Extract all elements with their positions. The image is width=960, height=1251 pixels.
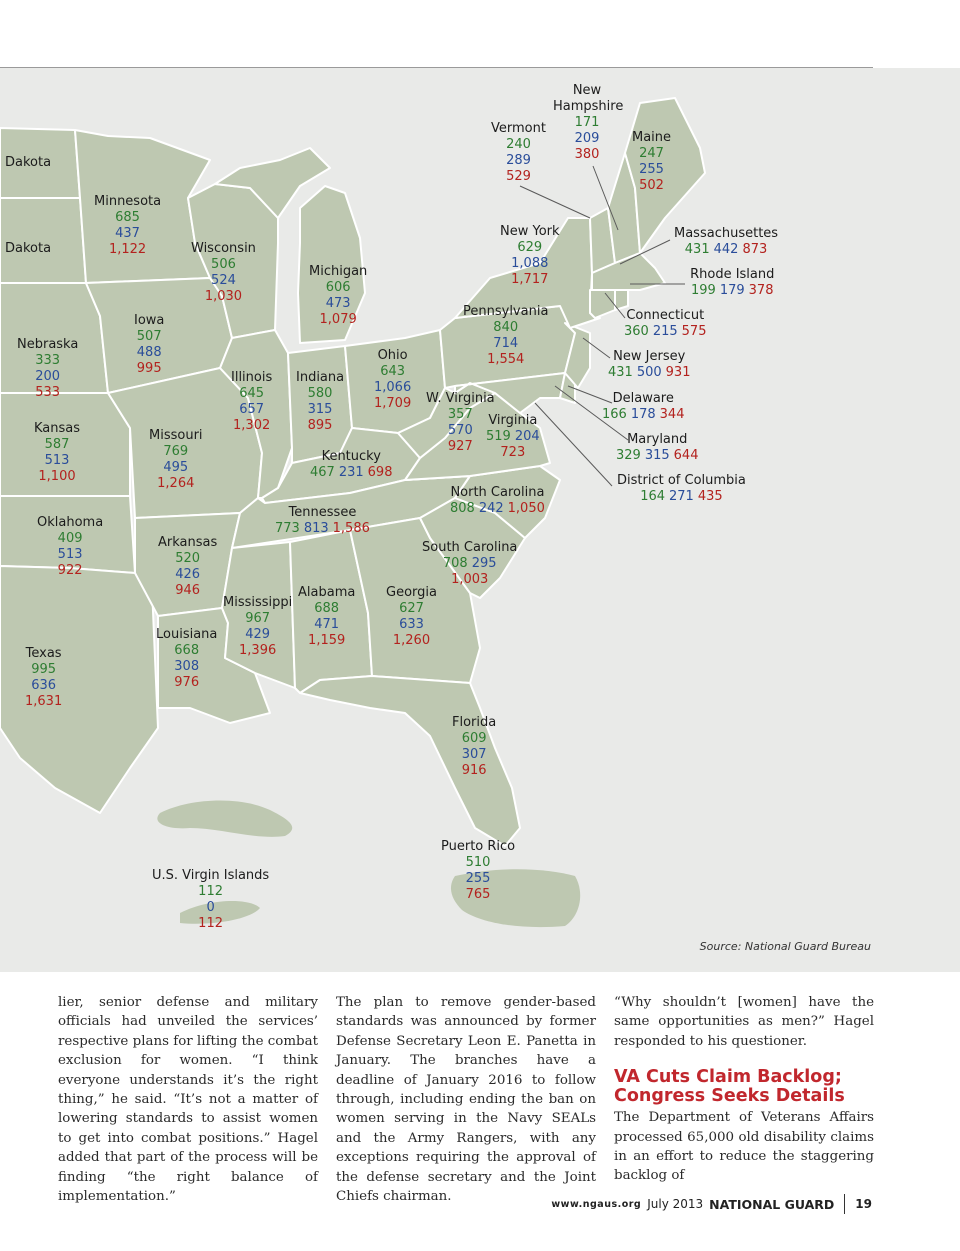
leader-vermont xyxy=(519,185,591,219)
label-nebraska: Nebraska 333 200 533 xyxy=(17,337,79,400)
paragraph: “Why shouldn’t [women] have the same opp… xyxy=(614,995,874,1049)
label-oklahoma: Oklahoma 409 513 922 xyxy=(37,515,104,578)
page-footer: www.ngaus.org July 2013 NATIONAL GUARD 1… xyxy=(551,1194,872,1214)
label-delaware: Delaware 166 178 344 xyxy=(602,391,685,422)
label-connecticut: Connecticut 360 215 575 xyxy=(624,308,707,339)
label-louisiana: Louisiana 668 308 976 xyxy=(156,627,218,690)
footer-url: www.ngaus.org xyxy=(551,1198,642,1210)
leader-connecticut xyxy=(604,292,626,319)
state-connecticut xyxy=(589,289,616,319)
label-arkansas: Arkansas 520 426 946 xyxy=(158,535,218,598)
state-rhode-island xyxy=(614,289,629,311)
label-vermont: Vermont 240 289 529 xyxy=(491,121,546,184)
label-north-dakota: Dakota xyxy=(5,155,52,170)
top-rule xyxy=(0,67,873,68)
label-indiana: Indiana 580 315 895 xyxy=(296,370,345,433)
label-pennsylvania: Pennsylvania 840 714 1,554 xyxy=(463,304,549,367)
article-headline: VA Cuts Claim Backlog; Congress Seeks De… xyxy=(614,1067,845,1107)
label-kentucky: Kentucky 467 231 698 xyxy=(310,449,393,480)
leader-new-jersey xyxy=(582,337,611,359)
page-number: 19 xyxy=(855,1197,872,1211)
label-new-hampshire: New Hampshire 171 209 380 xyxy=(553,83,624,162)
state-new-jersey xyxy=(564,322,591,389)
state-texas xyxy=(0,565,159,814)
paragraph: The Department of Veterans Affairs proce… xyxy=(614,1110,874,1184)
paragraph: lier, senior defense and military offici… xyxy=(58,995,318,1205)
label-alabama: Alabama 688 471 1,159 xyxy=(298,585,356,648)
cuba-shape xyxy=(157,800,293,837)
state-mississippi xyxy=(221,541,296,689)
virgin-islands-shape xyxy=(180,901,260,924)
label-florida: Florida 609 307 916 xyxy=(452,715,497,778)
label-new-jersey: New Jersey 431 500 931 xyxy=(608,349,691,380)
article-column-2: The plan to remove gender-based standard… xyxy=(336,993,596,1206)
label-rhode-island: Rhode Island 199 179 378 xyxy=(690,267,775,298)
label-north-carolina: North Carolina 808 242 1,050 xyxy=(450,485,545,516)
article-column-1: lier, senior defense and military offici… xyxy=(58,993,318,1206)
state-maine xyxy=(624,97,706,254)
label-maryland: Maryland 329 315 644 xyxy=(616,432,699,463)
leader-dc xyxy=(534,402,613,487)
label-district-of-columbia: District of Columbia 164 271 435 xyxy=(617,473,746,504)
label-kansas: Kansas 587 513 1,100 xyxy=(34,421,81,484)
leader-delaware xyxy=(567,385,613,404)
label-maine: Maine 247 255 502 xyxy=(632,130,672,193)
leader-maryland xyxy=(554,385,629,441)
label-texas: Texas 995 636 1,631 xyxy=(25,646,63,709)
label-michigan: Michigan 606 473 1,079 xyxy=(309,264,368,327)
footer-divider xyxy=(844,1194,846,1214)
label-minnesota: Minnesota 685 437 1,122 xyxy=(94,194,162,257)
label-new-york: New York 629 1,088 1,717 xyxy=(500,224,560,287)
label-south-dakota: Dakota xyxy=(5,241,52,256)
label-mississippi: Mississippi 967 429 1,396 xyxy=(223,595,293,658)
label-massachusetts: Massachusettes 431 442 873 xyxy=(674,226,779,257)
leader-massachusetts xyxy=(619,239,671,265)
label-wisconsin: Wisconsin 506 524 1,030 xyxy=(191,241,256,304)
label-puerto-rico: Puerto Rico 510 255 765 xyxy=(441,839,516,902)
label-georgia: Georgia 627 633 1,260 xyxy=(386,585,437,648)
state-florida xyxy=(299,675,521,847)
label-ohio: Ohio 643 1,066 1,709 xyxy=(374,348,412,411)
label-tennessee: Tennessee 773 813 1,586 xyxy=(275,505,370,536)
state-michigan xyxy=(297,185,366,344)
article-column-3: “Why shouldn’t [women] have the same opp… xyxy=(614,993,874,1186)
label-virginia: Virginia 519 204 723 xyxy=(486,413,540,460)
state-michigan-upper xyxy=(214,147,331,219)
label-iowa: Iowa 507 488 995 xyxy=(134,313,165,376)
eastern-us-map xyxy=(0,97,706,928)
paragraph: The plan to remove gender-based standard… xyxy=(336,995,596,1205)
source-caption: Source: National Guard Bureau xyxy=(699,940,871,953)
leader-new-hampshire xyxy=(592,165,619,231)
map-panel: Dakota Dakota Minnesota 685 437 1,122 Wisco… xyxy=(0,68,960,972)
footer-date: July 2013 xyxy=(647,1197,704,1211)
label-missouri: Missouri 769 495 1,264 xyxy=(149,428,203,491)
label-west-virginia: W. Virginia 357 570 927 xyxy=(426,391,495,454)
label-us-virgin-islands: U.S. Virgin Islands 112 0 112 xyxy=(152,868,270,931)
state-kansas xyxy=(0,392,131,497)
footer-magazine: NATIONAL GUARD xyxy=(709,1196,835,1212)
label-south-carolina: South Carolina 708 295 1,003 xyxy=(422,540,518,587)
puerto-rico-shape xyxy=(450,869,581,928)
label-illinois: Illinois 645 657 1,302 xyxy=(231,370,273,433)
